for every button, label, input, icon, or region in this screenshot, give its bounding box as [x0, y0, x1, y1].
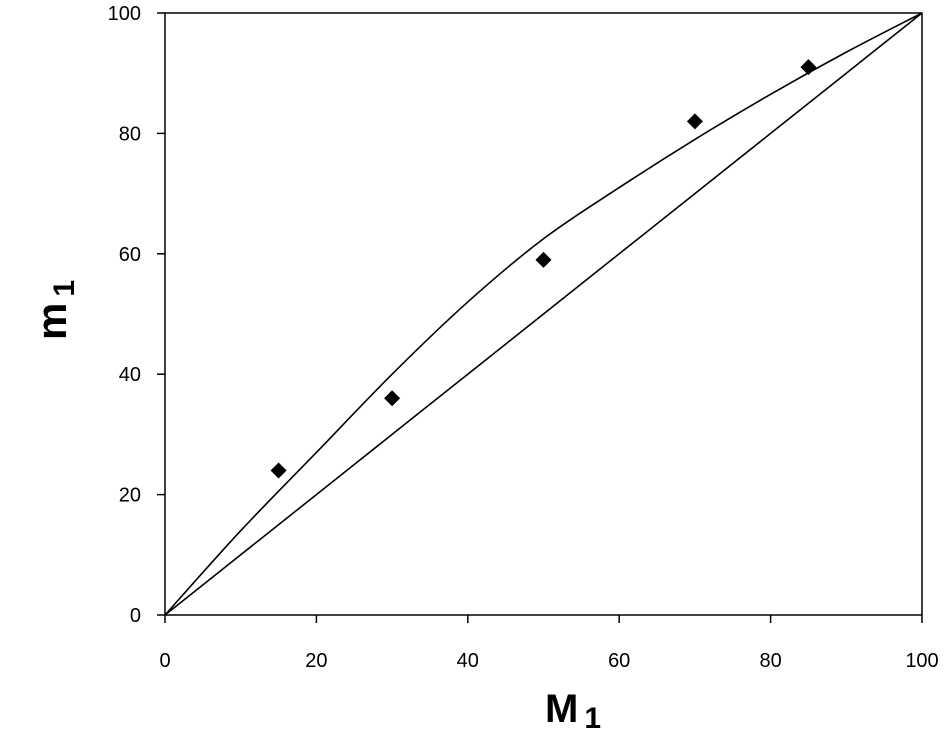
y-tick-label: 40 [119, 364, 141, 386]
y-axis-title: m1 [28, 280, 81, 340]
data-point [686, 113, 703, 130]
x-tick-label: 100 [905, 650, 938, 672]
series-line-1 [164, 12, 923, 616]
x-axis-title-subscript: 1 [584, 702, 601, 735]
x-tick-label: 60 [608, 650, 630, 672]
plot-border [164, 12, 923, 616]
x-axis-title-main: M [545, 687, 578, 731]
y-axis-title-subscript: 1 [48, 280, 81, 297]
y-tick-label: 60 [119, 244, 141, 266]
x-tick-label: 80 [759, 650, 781, 672]
data-point [270, 462, 287, 479]
y-tick-label: 20 [119, 485, 141, 507]
series-line-2 [164, 12, 923, 616]
plot-area [164, 12, 923, 616]
y-tick-label: 100 [108, 3, 141, 25]
y-axis-ticks: 0 20 40 60 80 100 [108, 3, 165, 627]
y-axis-title-main: m [28, 303, 75, 340]
x-tick-label: 20 [305, 650, 327, 672]
data-point [384, 390, 401, 407]
data-markers [270, 59, 817, 479]
data-point [800, 59, 817, 76]
x-tick-label: 40 [457, 650, 479, 672]
series-lines [164, 12, 923, 616]
x-tick-label: 0 [159, 650, 170, 672]
y-tick-label: 0 [130, 605, 141, 627]
data-point [535, 251, 552, 268]
x-axis-ticks: 0 20 40 60 80 100 [159, 615, 939, 672]
y-tick-label: 80 [119, 123, 141, 145]
